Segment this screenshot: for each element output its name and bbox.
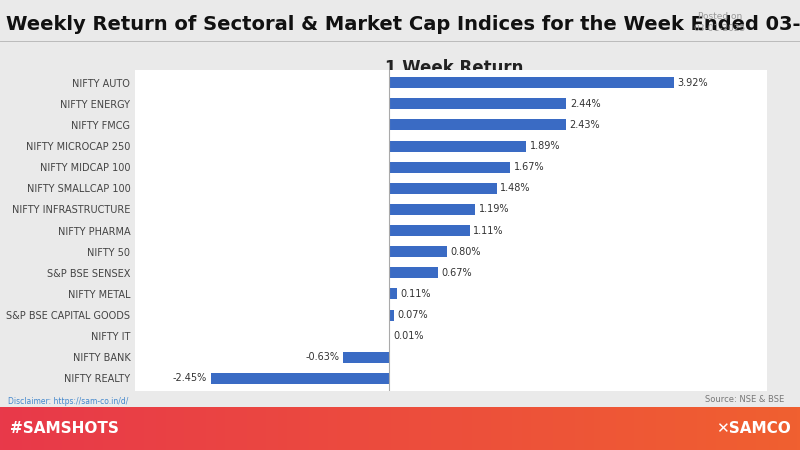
Bar [389,77,674,88]
Text: 0.11%: 0.11% [401,289,431,299]
Text: 1.89%: 1.89% [530,141,561,151]
Text: 1.11%: 1.11% [474,225,504,235]
Bar [389,119,566,130]
Text: 2.43%: 2.43% [570,120,600,130]
Text: Posted on
03-01-2025: Posted on 03-01-2025 [694,12,746,33]
Bar [389,183,497,194]
Text: ✕SAMCO: ✕SAMCO [716,421,790,436]
Text: Weekly Return of Sectoral & Market Cap Indices for the Week Ended 03-01-25: Weekly Return of Sectoral & Market Cap I… [6,15,800,34]
Bar [211,373,389,384]
Bar [343,352,389,363]
Bar [389,310,394,320]
Text: -0.63%: -0.63% [306,352,339,362]
Bar [389,267,438,278]
Text: 2.44%: 2.44% [570,99,601,109]
Text: 1 Week Return: 1 Week Return [385,59,523,77]
Text: 0.80%: 0.80% [450,247,482,256]
Text: -2.45%: -2.45% [173,374,207,383]
Text: 1.19%: 1.19% [479,204,510,215]
Text: 3.92%: 3.92% [678,78,708,88]
Bar [389,246,447,257]
Text: 1.67%: 1.67% [514,162,545,172]
Bar [389,288,397,299]
Text: 1.48%: 1.48% [500,183,530,194]
Bar [389,204,475,215]
Text: 0.07%: 0.07% [398,310,428,320]
Text: 0.01%: 0.01% [394,331,424,341]
Bar [389,99,566,109]
Bar [389,140,526,152]
Text: #SAMSHOTS: #SAMSHOTS [10,421,118,436]
Bar [389,162,510,173]
Text: Source: NSE & BSE: Source: NSE & BSE [705,395,784,404]
Bar [389,225,470,236]
Text: 0.67%: 0.67% [442,268,472,278]
Text: Disclaimer: https://sam-co.in/d/: Disclaimer: https://sam-co.in/d/ [8,397,128,406]
